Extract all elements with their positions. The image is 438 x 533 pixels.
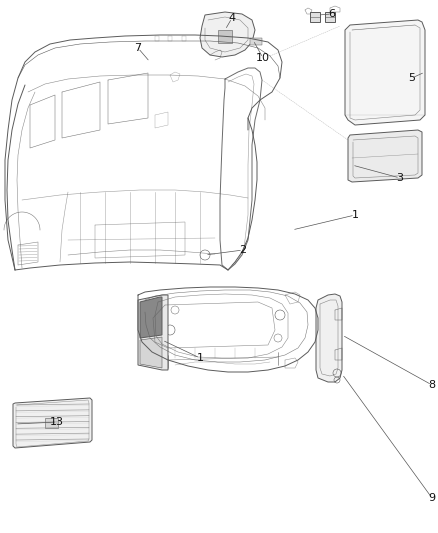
Text: 2: 2 xyxy=(240,245,247,255)
Polygon shape xyxy=(218,30,232,43)
Text: 10: 10 xyxy=(256,53,270,63)
Text: 7: 7 xyxy=(134,43,141,53)
Text: 6: 6 xyxy=(328,9,336,19)
Polygon shape xyxy=(345,20,425,125)
Text: 8: 8 xyxy=(428,380,435,390)
Polygon shape xyxy=(200,12,255,57)
Polygon shape xyxy=(13,398,92,448)
Polygon shape xyxy=(316,294,342,382)
Text: 9: 9 xyxy=(428,493,435,503)
Text: 13: 13 xyxy=(50,417,64,427)
Text: 4: 4 xyxy=(229,13,236,23)
Polygon shape xyxy=(140,337,162,368)
Polygon shape xyxy=(250,38,262,45)
Polygon shape xyxy=(348,130,422,182)
Text: 3: 3 xyxy=(396,173,403,183)
Polygon shape xyxy=(138,295,168,370)
Polygon shape xyxy=(310,12,320,22)
Polygon shape xyxy=(325,12,335,22)
Text: 1: 1 xyxy=(352,210,358,220)
Text: 1: 1 xyxy=(197,353,204,363)
Polygon shape xyxy=(140,297,162,338)
Polygon shape xyxy=(45,418,58,428)
Text: 5: 5 xyxy=(409,73,416,83)
